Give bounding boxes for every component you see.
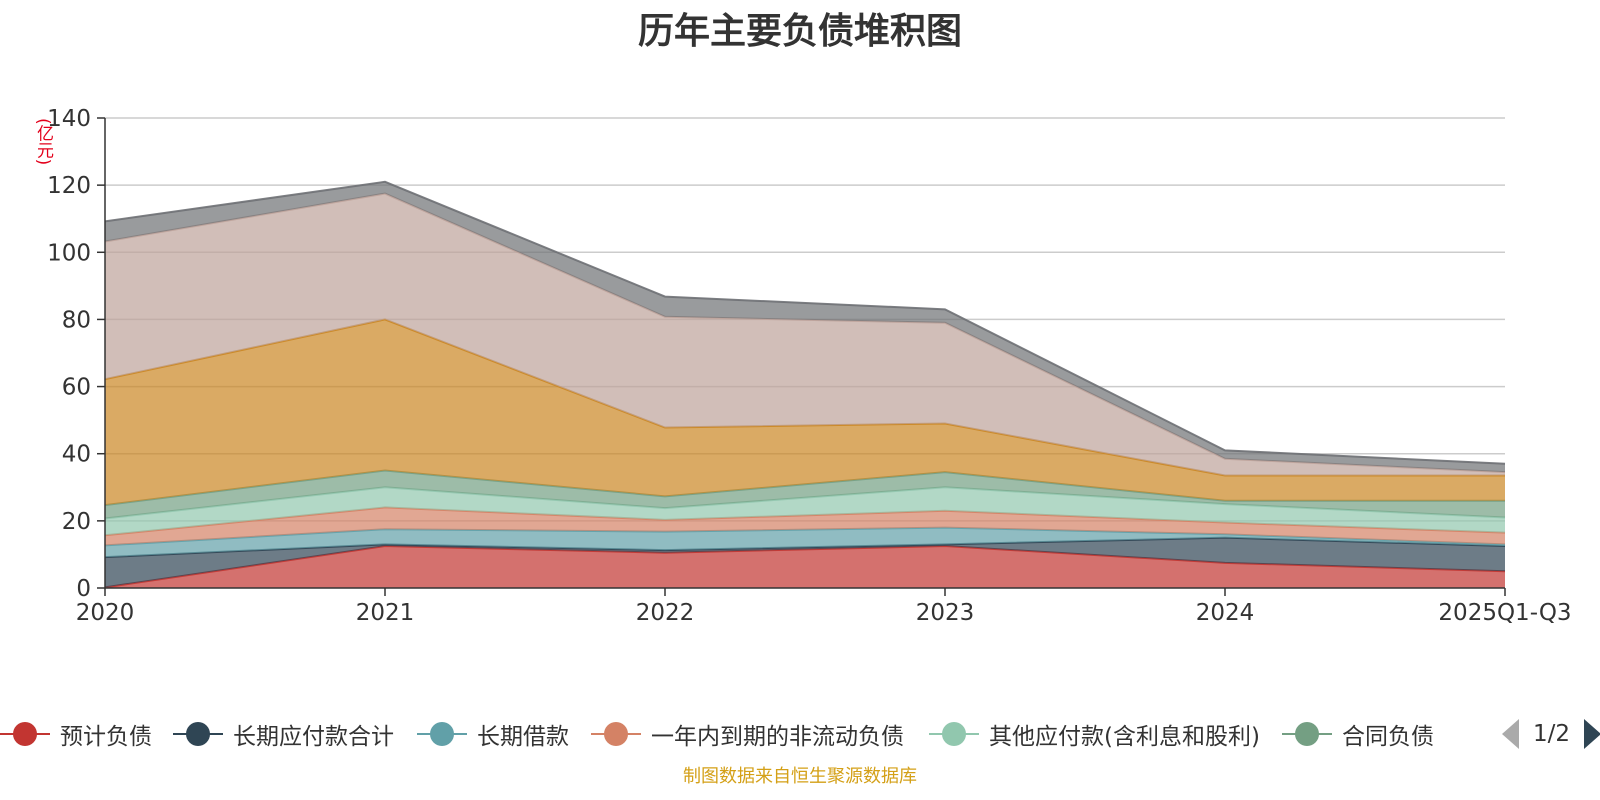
x-tick-label: 2025Q1-Q3 <box>1438 600 1571 626</box>
area-series-band <box>105 487 1505 536</box>
legend-item[interactable]: 预计负债 <box>0 717 152 751</box>
legend-prev-page-icon[interactable] <box>1502 719 1519 749</box>
y-axis-unit-label: (亿元) <box>33 118 53 166</box>
y-tick-label: 40 <box>62 442 91 468</box>
legend-marker-icon <box>417 717 467 751</box>
area-series-band <box>105 319 1505 506</box>
legend-marker-icon <box>0 717 50 751</box>
area-series-band <box>105 537 1505 588</box>
area-series-band <box>105 181 1505 473</box>
legend-page-indicator: 1/2 <box>1533 721 1571 747</box>
legend-marker-icon <box>591 717 641 751</box>
legend-label: 合同负债 <box>1342 724 1434 750</box>
y-tick-label: 140 <box>47 106 91 132</box>
area-series-band <box>105 470 1505 519</box>
legend-label: 其他应付款(含利息和股利) <box>989 724 1260 750</box>
y-tick-label: 60 <box>62 375 91 401</box>
legend-marker-icon <box>929 717 979 751</box>
legend-label: 长期借款 <box>477 724 569 750</box>
x-tick-label: 2021 <box>356 600 415 626</box>
x-tick-label: 2020 <box>76 600 135 626</box>
area-series-band <box>105 546 1505 588</box>
axes: 0 20 40 60 80 100 120 140 2020 2021 2022 2023 2024 20… <box>47 106 1571 626</box>
legend-item[interactable]: 合同负债 <box>1282 717 1434 751</box>
x-tick-label: 2023 <box>916 600 975 626</box>
area-series-band <box>105 507 1505 546</box>
y-tick-label: 120 <box>47 173 91 199</box>
area-series <box>104 180 1506 589</box>
area-series-line <box>104 506 1506 537</box>
legend-label: 预计负债 <box>60 724 152 750</box>
x-tick-label: 2022 <box>636 600 695 626</box>
legend-next-page-icon[interactable] <box>1584 719 1600 749</box>
legend-pager: 1/2 <box>1502 717 1600 751</box>
source-note: 制图数据来自恒生聚源数据库 <box>683 766 917 787</box>
legend-item[interactable]: 长期借款 <box>417 717 569 751</box>
legend-label: 一年内到期的非流动负债 <box>651 724 904 750</box>
y-tick-label: 20 <box>62 509 91 535</box>
y-tick-label: 80 <box>62 307 91 333</box>
legend-marker-icon <box>173 717 223 751</box>
legend-label: 长期应付款合计 <box>233 724 394 750</box>
y-tick-label: 0 <box>76 576 91 602</box>
legend-item[interactable]: 长期应付款合计 <box>173 717 394 751</box>
area-series-line <box>104 192 1506 474</box>
legend-item[interactable]: 其他应付款(含利息和股利) <box>929 717 1260 751</box>
legend-item[interactable]: 一年内到期的非流动负债 <box>591 717 904 751</box>
legend-marker-icon <box>1282 717 1332 751</box>
area-series-band <box>105 193 1505 476</box>
area-series-line <box>104 180 1506 465</box>
chart-title: 历年主要负债堆积图 <box>637 11 962 52</box>
area-series-band <box>105 527 1505 558</box>
x-tick-label: 2024 <box>1196 600 1255 626</box>
area-series-line <box>104 318 1505 477</box>
y-tick-label: 100 <box>47 240 91 266</box>
